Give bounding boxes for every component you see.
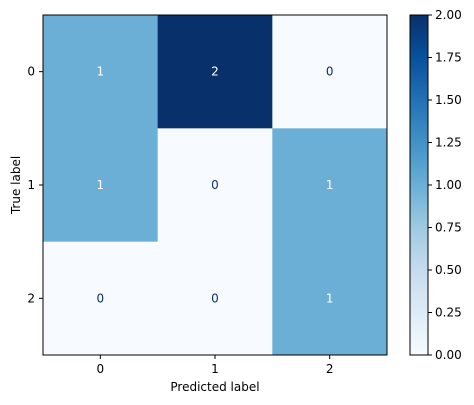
- colorbar-tick-label: 0.25: [435, 306, 462, 320]
- colorbar: [409, 14, 429, 356]
- cell-value-label-1-1: 0: [211, 178, 219, 192]
- colorbar-tick-label: 0.50: [435, 263, 462, 277]
- colorbar-tick-label: 1.25: [435, 136, 462, 150]
- cell-value-label-2-0: 0: [97, 291, 105, 305]
- x-tick-label: 0: [97, 362, 105, 376]
- heatmap-cell-2-1: [157, 241, 273, 356]
- x-tick-label: 1: [211, 362, 219, 376]
- cell-value-label-0-2: 0: [326, 65, 334, 79]
- y-tick-label: 0: [27, 65, 35, 79]
- cell-value-label-0-1: 2: [211, 65, 219, 79]
- heatmap-cell-2-0: [43, 241, 159, 356]
- y-tick-label: 2: [27, 291, 35, 305]
- colorbar-tick-label: 1.75: [435, 51, 462, 65]
- colorbar-tick-label: 1.00: [435, 178, 462, 192]
- heatmap-cell-1-1: [157, 128, 273, 243]
- cell-value-label-2-2: 1: [326, 291, 334, 305]
- x-axis-ticks: 0 1 2: [97, 355, 334, 376]
- colorbar-tick-label: 2.00: [435, 8, 462, 22]
- heatmap-cell-2-2: [272, 241, 388, 356]
- heatmap-cell-1-2: [272, 128, 388, 243]
- colorbar-tick-label: 0.00: [435, 348, 462, 362]
- heatmap-cell-1-0: [43, 128, 159, 243]
- heatmap-cell-0-0: [43, 15, 159, 129]
- y-axis-label: True label: [9, 156, 23, 215]
- heatmap-cells: 1 2 0 1 0 1 0 0 1: [43, 15, 388, 356]
- y-axis-ticks: 0 1 2: [27, 65, 43, 305]
- cell-value-label-1-0: 1: [97, 178, 105, 192]
- cell-value-label-2-1: 0: [211, 291, 219, 305]
- heatmap-cell-0-2: [272, 15, 388, 129]
- x-tick-label: 2: [326, 362, 334, 376]
- heatmap-cell-0-1: [157, 15, 273, 129]
- colorbar-tick-label: 0.75: [435, 221, 462, 235]
- cell-value-label-1-2: 1: [326, 178, 334, 192]
- colorbar-tick-label: 1.50: [435, 93, 462, 107]
- colorbar-ticks: 0.00 0.25 0.50 0.75 1.00 1.25 1.50 1.75 2.00: [428, 8, 462, 362]
- x-axis-label: Predicted label: [170, 380, 259, 394]
- cell-value-label-0-0: 1: [97, 65, 105, 79]
- y-tick-label: 1: [27, 178, 35, 192]
